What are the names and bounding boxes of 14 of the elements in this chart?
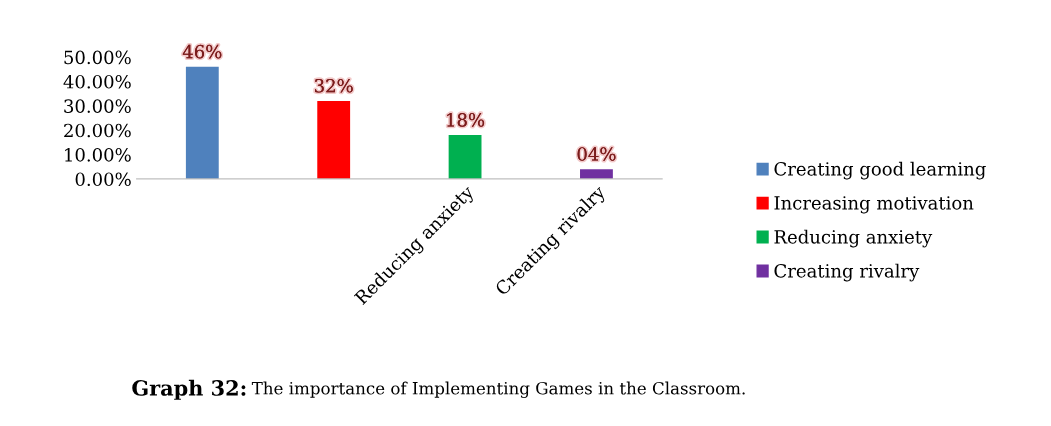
- legend-label: Creating good learning: [774, 161, 986, 180]
- y-tick-label: 30.00%: [64, 99, 131, 113]
- y-tick-label: 40.00%: [63, 74, 131, 89]
- legend-label: Increasing motivation: [774, 196, 974, 214]
- data-label: 04%: [577, 147, 616, 161]
- data-label: 18%: [447, 113, 485, 127]
- data-label: 46%: [182, 44, 222, 59]
- y-tick-label: 50.00%: [64, 50, 131, 65]
- text: Graph 32: The importance of Implementing Games in the Classroom.: [132, 379, 745, 400]
- legend-label: Creating rivalry: [774, 263, 920, 282]
- y-tick-label: 20.00%: [64, 123, 131, 138]
- y-tick-label: 0.00%: [75, 172, 131, 187]
- y-tick-label: 10.00%: [65, 148, 131, 162]
- data-label: 32%: [315, 78, 353, 93]
